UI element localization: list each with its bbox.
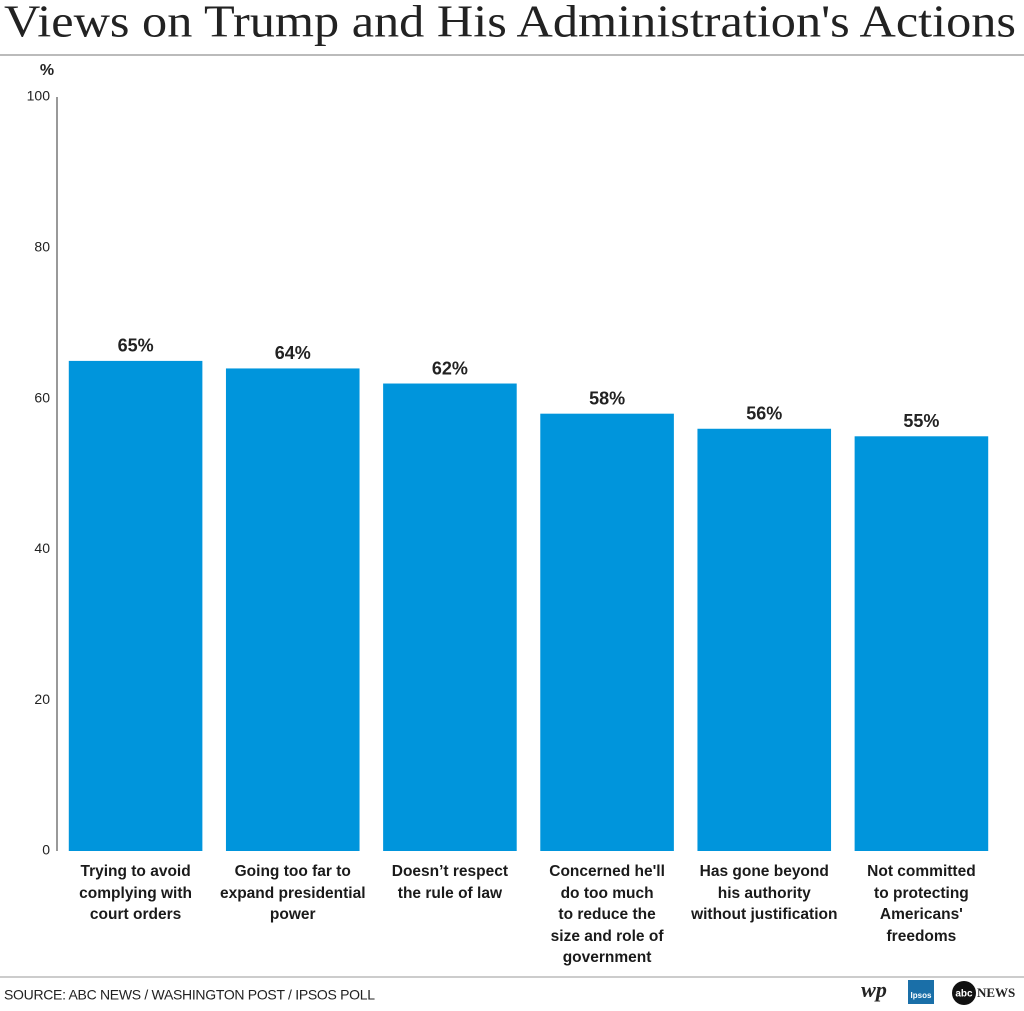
y-tick-label: 40 bbox=[34, 540, 50, 556]
x-tick-label: Has gone beyond his authority without ju… bbox=[691, 863, 838, 923]
value-label: 62% bbox=[432, 358, 468, 378]
bar bbox=[540, 413, 674, 851]
logo-news: NEWS bbox=[977, 985, 1015, 1000]
logo-box bbox=[908, 980, 934, 1004]
logo-abc: abc bbox=[955, 989, 973, 1000]
value-label: 65% bbox=[118, 336, 154, 356]
value-label: 58% bbox=[589, 388, 625, 408]
bar bbox=[697, 428, 832, 851]
value-label: 64% bbox=[275, 343, 311, 363]
y-tick-label: 100 bbox=[27, 88, 51, 104]
chart-title: Views on Trump and His Administration's … bbox=[4, 0, 1016, 46]
bar bbox=[854, 436, 989, 851]
y-tick-label: 0 bbox=[42, 842, 50, 858]
value-label: 55% bbox=[903, 411, 939, 431]
x-tick-label: Going too far to expand presidential pow… bbox=[219, 863, 366, 923]
bar bbox=[225, 368, 360, 851]
logo-circle bbox=[952, 981, 976, 1005]
y-tick-label: 20 bbox=[34, 691, 50, 707]
x-tick-label: Not committed to protecting Americans' f… bbox=[867, 863, 976, 945]
y-tick-label: 80 bbox=[34, 239, 50, 255]
y-axis-label: % bbox=[40, 62, 54, 79]
y-tick-label: 60 bbox=[34, 389, 50, 405]
bar bbox=[383, 383, 517, 851]
x-tick-label: Doesn’t respect the rule of law bbox=[391, 863, 509, 902]
value-label: 56% bbox=[746, 404, 782, 424]
x-tick-label: Concerned he'll do too much to reduce th… bbox=[549, 863, 665, 966]
logo-ipsos: Ipsos bbox=[911, 991, 932, 1000]
bar bbox=[68, 360, 203, 851]
source: SOURCE: ABC NEWS / WASHINGTON POST / IPS… bbox=[4, 987, 375, 1003]
logo-wp: wp bbox=[861, 977, 887, 1002]
x-tick-label: Trying to avoid complying with court ord… bbox=[79, 863, 192, 923]
